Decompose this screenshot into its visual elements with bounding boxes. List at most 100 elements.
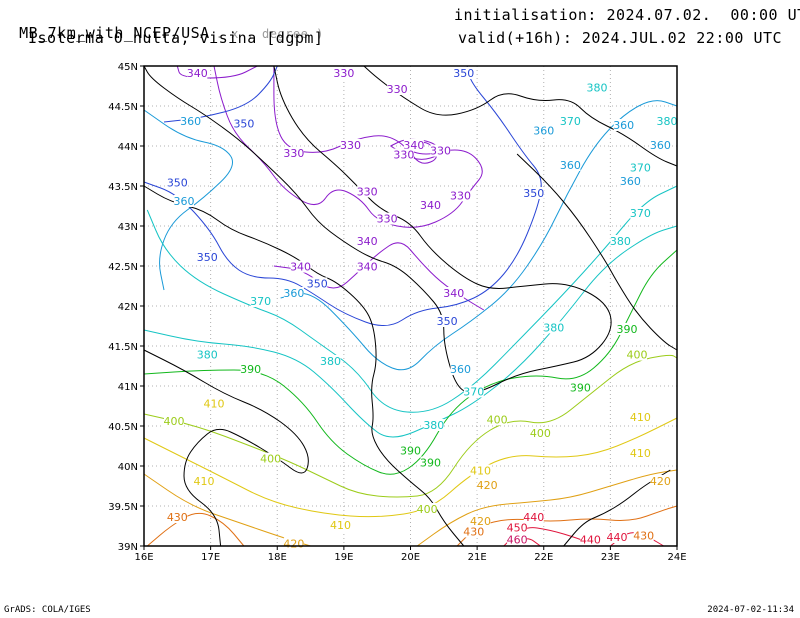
lat-tick-label: 44.5N xyxy=(108,102,138,113)
contour-label: 330 xyxy=(387,83,408,96)
contour-label: 390 xyxy=(240,363,261,376)
contour-label: 400 xyxy=(417,503,438,516)
lon-tick-label: 23E xyxy=(601,552,620,563)
lat-tick-label: 42N xyxy=(118,302,138,313)
contour-label-bg xyxy=(507,533,528,546)
contour-label: 380 xyxy=(610,235,631,248)
contour-label: 340 xyxy=(443,287,464,300)
model-name: MB_7km_with_NCEP/USA . x . degree ) xyxy=(0,6,324,42)
contour-label: 440 xyxy=(523,511,544,524)
contour-label-bg xyxy=(320,355,341,367)
contour-label: 400 xyxy=(260,453,281,466)
contour-line xyxy=(143,225,678,438)
contour-label: 340 xyxy=(290,261,311,274)
grid-lines xyxy=(144,66,677,546)
contour-label: 350 xyxy=(523,187,544,200)
contour-label-bg xyxy=(203,397,224,410)
contour-label-bg xyxy=(290,260,311,273)
contour-label: 360 xyxy=(533,125,554,138)
contour-label-bg xyxy=(650,475,671,487)
contour-label-bg xyxy=(330,519,351,531)
contour-label-bg xyxy=(620,175,641,187)
contour-label: 370 xyxy=(560,115,581,128)
lon-tick-label: 22E xyxy=(534,552,553,563)
contour-label: 380 xyxy=(587,81,608,94)
contour-label: 420 xyxy=(650,475,671,488)
contour-label: 380 xyxy=(423,419,444,432)
lon-tick-label: 19E xyxy=(334,552,353,563)
contour-label: 360 xyxy=(180,115,201,128)
contour-line xyxy=(143,109,233,291)
contour-label: 340 xyxy=(357,235,378,248)
contour-label: 370 xyxy=(250,295,271,308)
contour-label-bg xyxy=(570,381,591,394)
lat-tick-label: 39.5N xyxy=(108,502,138,513)
contour-line xyxy=(416,469,678,547)
contour-label-bg xyxy=(233,117,254,130)
contour-label-bg xyxy=(340,139,361,151)
contour-label-bg xyxy=(393,148,414,161)
coastlines xyxy=(143,65,678,547)
lon-tick-label: 21E xyxy=(468,552,487,563)
contour-label: 330 xyxy=(393,149,414,162)
contour-label-bg xyxy=(523,187,544,199)
contour-label: 340 xyxy=(357,261,378,274)
contour-line xyxy=(163,65,278,123)
contour-label-bg xyxy=(630,447,651,459)
contour-label-bg xyxy=(193,475,214,487)
contour-label-bg xyxy=(523,511,544,523)
contour-label: 350 xyxy=(437,315,458,328)
contour-label-bg xyxy=(423,419,444,431)
contour-label: 430 xyxy=(463,525,484,538)
contour-label-bg xyxy=(607,531,628,543)
contour-label: 360 xyxy=(450,363,471,376)
contour-line xyxy=(213,65,483,228)
contour-label: 420 xyxy=(477,479,498,492)
contour-label: 340 xyxy=(420,199,441,212)
contour-label: 440 xyxy=(607,531,628,544)
contour-label: 350 xyxy=(307,277,328,290)
contour-label-bg xyxy=(163,415,184,427)
contour-label-bg xyxy=(420,456,441,469)
contour-label-bg xyxy=(453,67,474,79)
contour-label: 340 xyxy=(187,67,208,80)
contour-line xyxy=(143,417,678,518)
contour-label: 390 xyxy=(420,457,441,470)
contour-label: 390 xyxy=(400,445,421,458)
valid-time: valid(+16h): 2024.JUL.02 22:00 UTC xyxy=(458,29,783,47)
contour-label-bg xyxy=(167,176,188,189)
contour-line xyxy=(146,185,678,413)
contour-label-bg xyxy=(463,385,484,398)
contour-label-bg xyxy=(617,323,638,335)
contour-label-bg xyxy=(487,413,508,426)
contour-label: 430 xyxy=(167,511,188,524)
contour-label-bg xyxy=(180,115,201,127)
contour-label: 390 xyxy=(570,381,591,394)
contour-label-bg xyxy=(307,277,328,290)
contour-label: 370 xyxy=(630,161,651,174)
contour-label-bg xyxy=(357,235,378,247)
contour-label: 390 xyxy=(617,323,638,336)
contour-label: 350 xyxy=(233,117,254,130)
contour-label-bg xyxy=(587,81,608,94)
coastline xyxy=(143,185,465,547)
contour-label-bg xyxy=(633,529,654,542)
lat-tick-label: 40.5N xyxy=(108,422,138,433)
contour-label-bg xyxy=(167,511,188,523)
coastline xyxy=(143,349,309,547)
contour-label: 440 xyxy=(580,533,601,546)
contour-label-bg xyxy=(580,533,601,546)
contour-label-bg xyxy=(173,195,194,207)
contour-line xyxy=(273,242,485,311)
contour-label-bg xyxy=(260,452,281,465)
contour-label-bg xyxy=(630,411,651,423)
lat-tick-label: 42.5N xyxy=(108,262,138,273)
model-name-text: MB_7km_with_NCEP/USA xyxy=(19,24,210,42)
contour-label: 350 xyxy=(197,251,218,264)
contour-label: 430 xyxy=(633,529,654,542)
lon-tick-label: 20E xyxy=(401,552,420,563)
lat-tick-label: 45N xyxy=(118,62,138,73)
contour-label: 330 xyxy=(377,213,398,226)
contour-label-bg xyxy=(437,315,458,327)
